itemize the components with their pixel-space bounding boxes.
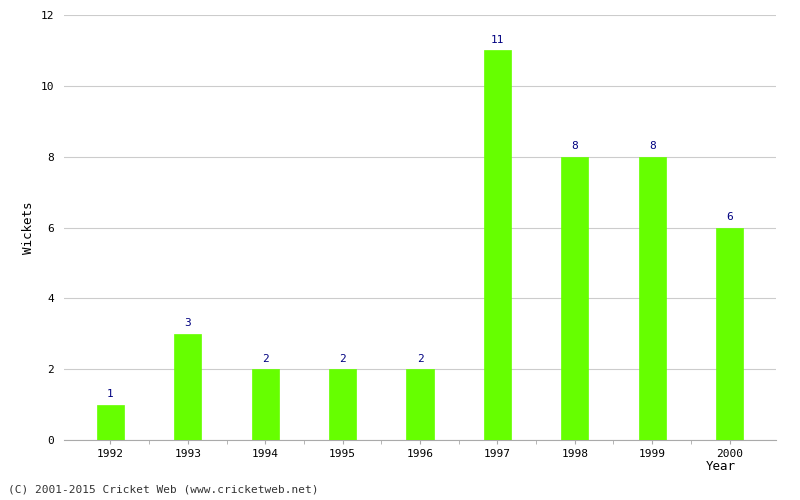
- Text: 1: 1: [107, 390, 114, 400]
- Bar: [329, 369, 356, 440]
- Text: (C) 2001-2015 Cricket Web (www.cricketweb.net): (C) 2001-2015 Cricket Web (www.cricketwe…: [8, 485, 318, 495]
- Y-axis label: Wickets: Wickets: [22, 201, 35, 254]
- Text: 2: 2: [417, 354, 423, 364]
- Bar: [638, 156, 666, 440]
- Bar: [562, 156, 588, 440]
- Text: 8: 8: [571, 142, 578, 152]
- Bar: [97, 404, 124, 440]
- Bar: [174, 334, 202, 440]
- Text: 11: 11: [490, 35, 504, 45]
- Text: Year: Year: [706, 460, 736, 473]
- Text: 2: 2: [339, 354, 346, 364]
- Bar: [252, 369, 278, 440]
- Bar: [406, 369, 434, 440]
- Text: 8: 8: [649, 142, 655, 152]
- Bar: [716, 228, 743, 440]
- Bar: [484, 50, 511, 440]
- Text: 2: 2: [262, 354, 269, 364]
- Text: 3: 3: [185, 318, 191, 328]
- Text: 6: 6: [726, 212, 733, 222]
